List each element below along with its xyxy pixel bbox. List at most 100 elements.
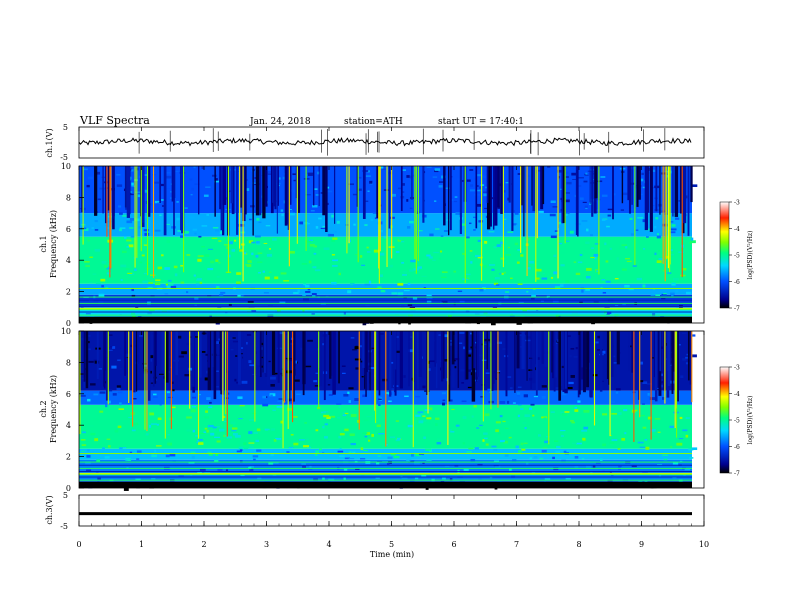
spectrogram-sferic xyxy=(292,331,294,423)
spectrogram-noise xyxy=(238,418,243,420)
spectrogram-noise xyxy=(332,237,338,240)
low-freq-band xyxy=(79,481,692,488)
spectrogram-noise xyxy=(199,432,206,434)
spectrogram-dropout xyxy=(141,166,145,223)
spectrogram-noise xyxy=(517,249,521,251)
spectrogram-noise xyxy=(407,304,413,307)
spectrogram-noise xyxy=(259,175,265,177)
spectrogram-dropout xyxy=(226,331,230,371)
spectrogram-noise xyxy=(194,304,197,307)
spectrogram-noise xyxy=(398,322,401,325)
spectrogram-noise xyxy=(302,293,306,296)
spectrogram-noise xyxy=(207,451,212,455)
spectrogram-noise xyxy=(272,238,277,241)
spectrogram-noise xyxy=(402,271,408,274)
spectrogram-noise xyxy=(644,439,648,441)
spectrogram-noise xyxy=(646,171,651,174)
spectrogram-noise xyxy=(478,478,482,480)
spectrogram-noise xyxy=(636,277,642,281)
spectrogram-noise xyxy=(642,248,646,250)
spectrogram-sferic xyxy=(222,331,224,422)
ch2-spec-ytick-label: 2 xyxy=(66,453,71,462)
spectrogram-noise xyxy=(553,254,557,258)
ch1-spec-ylabel-channel: ch.1 xyxy=(39,235,48,252)
spectrogram-noise xyxy=(98,301,104,305)
spectrogram-noise xyxy=(119,402,122,406)
spectrogram-noise xyxy=(642,381,648,385)
narrowband-line xyxy=(79,299,692,301)
spectrogram-noise xyxy=(350,443,356,446)
spectrogram-noise xyxy=(92,273,97,275)
spectrogram-noise xyxy=(190,409,196,413)
spectrogram-noise xyxy=(211,237,218,239)
spectrogram-sferic xyxy=(183,166,185,273)
spectrogram-sferic xyxy=(226,331,228,437)
spectrogram-noise xyxy=(293,379,300,382)
spectrogram-noise xyxy=(484,240,488,244)
spectrogram-noise xyxy=(338,272,341,276)
spectrogram-noise xyxy=(508,436,512,439)
spectrogram-noise xyxy=(686,364,689,366)
spectrogram-noise xyxy=(212,226,219,229)
spectrogram-noise xyxy=(351,167,356,169)
spectrogram-noise xyxy=(198,393,201,396)
spectrogram-noise xyxy=(268,271,272,273)
spectrogram-noise xyxy=(528,357,535,359)
spectrogram-noise xyxy=(669,358,674,361)
spectrogram-noise xyxy=(367,362,372,366)
spectrogram-dropout xyxy=(207,331,211,368)
spectrogram-noise xyxy=(655,294,661,296)
spectrogram-dropout xyxy=(276,166,278,234)
spectrogram-noise xyxy=(645,446,650,450)
spectrogram-noise xyxy=(411,377,414,381)
spectrogram-noise xyxy=(204,254,210,257)
spectrogram-noise xyxy=(96,459,101,462)
spectrogram-noise xyxy=(621,268,627,271)
ch1-ytick-top: 5 xyxy=(63,123,68,132)
spectrogram-noise xyxy=(276,309,281,312)
spectrogram-noise xyxy=(420,412,426,416)
spectrogram-noise xyxy=(154,200,160,204)
ch3-ytick-bottom: -5 xyxy=(60,522,68,531)
spectrogram-dropout xyxy=(680,166,682,214)
spectrogram-noise xyxy=(533,456,538,459)
spectrogram-noise xyxy=(557,222,561,225)
spectrogram-noise xyxy=(484,207,489,210)
spectrogram-noise xyxy=(422,415,426,417)
spectrogram-noise xyxy=(406,459,412,461)
spectrogram-noise xyxy=(637,441,644,444)
spectrogram-noise xyxy=(426,166,432,168)
spectrogram-noise xyxy=(402,169,406,171)
spectrogram-dropout xyxy=(219,166,222,210)
spectrogram-noise xyxy=(151,454,157,458)
spectrogram-noise xyxy=(436,442,442,445)
spectrogram-dropout xyxy=(284,166,288,226)
spectrogram-noise xyxy=(194,232,197,235)
spectrogram-noise xyxy=(241,380,248,384)
spectrogram-noise xyxy=(459,203,465,206)
spectrogram-dropout xyxy=(277,331,280,383)
spectrogram-noise xyxy=(478,220,484,223)
spectrogram-dropout xyxy=(273,166,276,207)
spectrogram-noise xyxy=(219,231,224,234)
spectrogram-noise xyxy=(144,174,149,176)
spectrogram-noise xyxy=(82,168,88,171)
spectrogram-noise xyxy=(585,241,590,245)
spectrogram-noise xyxy=(659,373,665,377)
spectrogram-noise xyxy=(684,468,691,471)
spectrogram-noise xyxy=(227,190,233,192)
spectrogram-noise xyxy=(661,250,668,254)
spectrogram-noise xyxy=(172,170,179,173)
spectrogram-dropout xyxy=(400,166,403,211)
spectrogram-noise xyxy=(239,249,243,252)
spectrogram-noise xyxy=(125,353,131,357)
spectrogram-noise xyxy=(491,445,497,448)
spectrogram-dropout xyxy=(259,166,262,216)
spectrogram-dropout xyxy=(255,166,260,216)
spectrogram-dropout xyxy=(465,331,469,380)
spectrogram-noise xyxy=(644,480,648,483)
spectrogram-noise xyxy=(194,183,200,185)
spectrogram-noise xyxy=(229,241,234,245)
spectrogram-noise xyxy=(690,237,694,241)
spectrogram-noise xyxy=(128,244,134,248)
